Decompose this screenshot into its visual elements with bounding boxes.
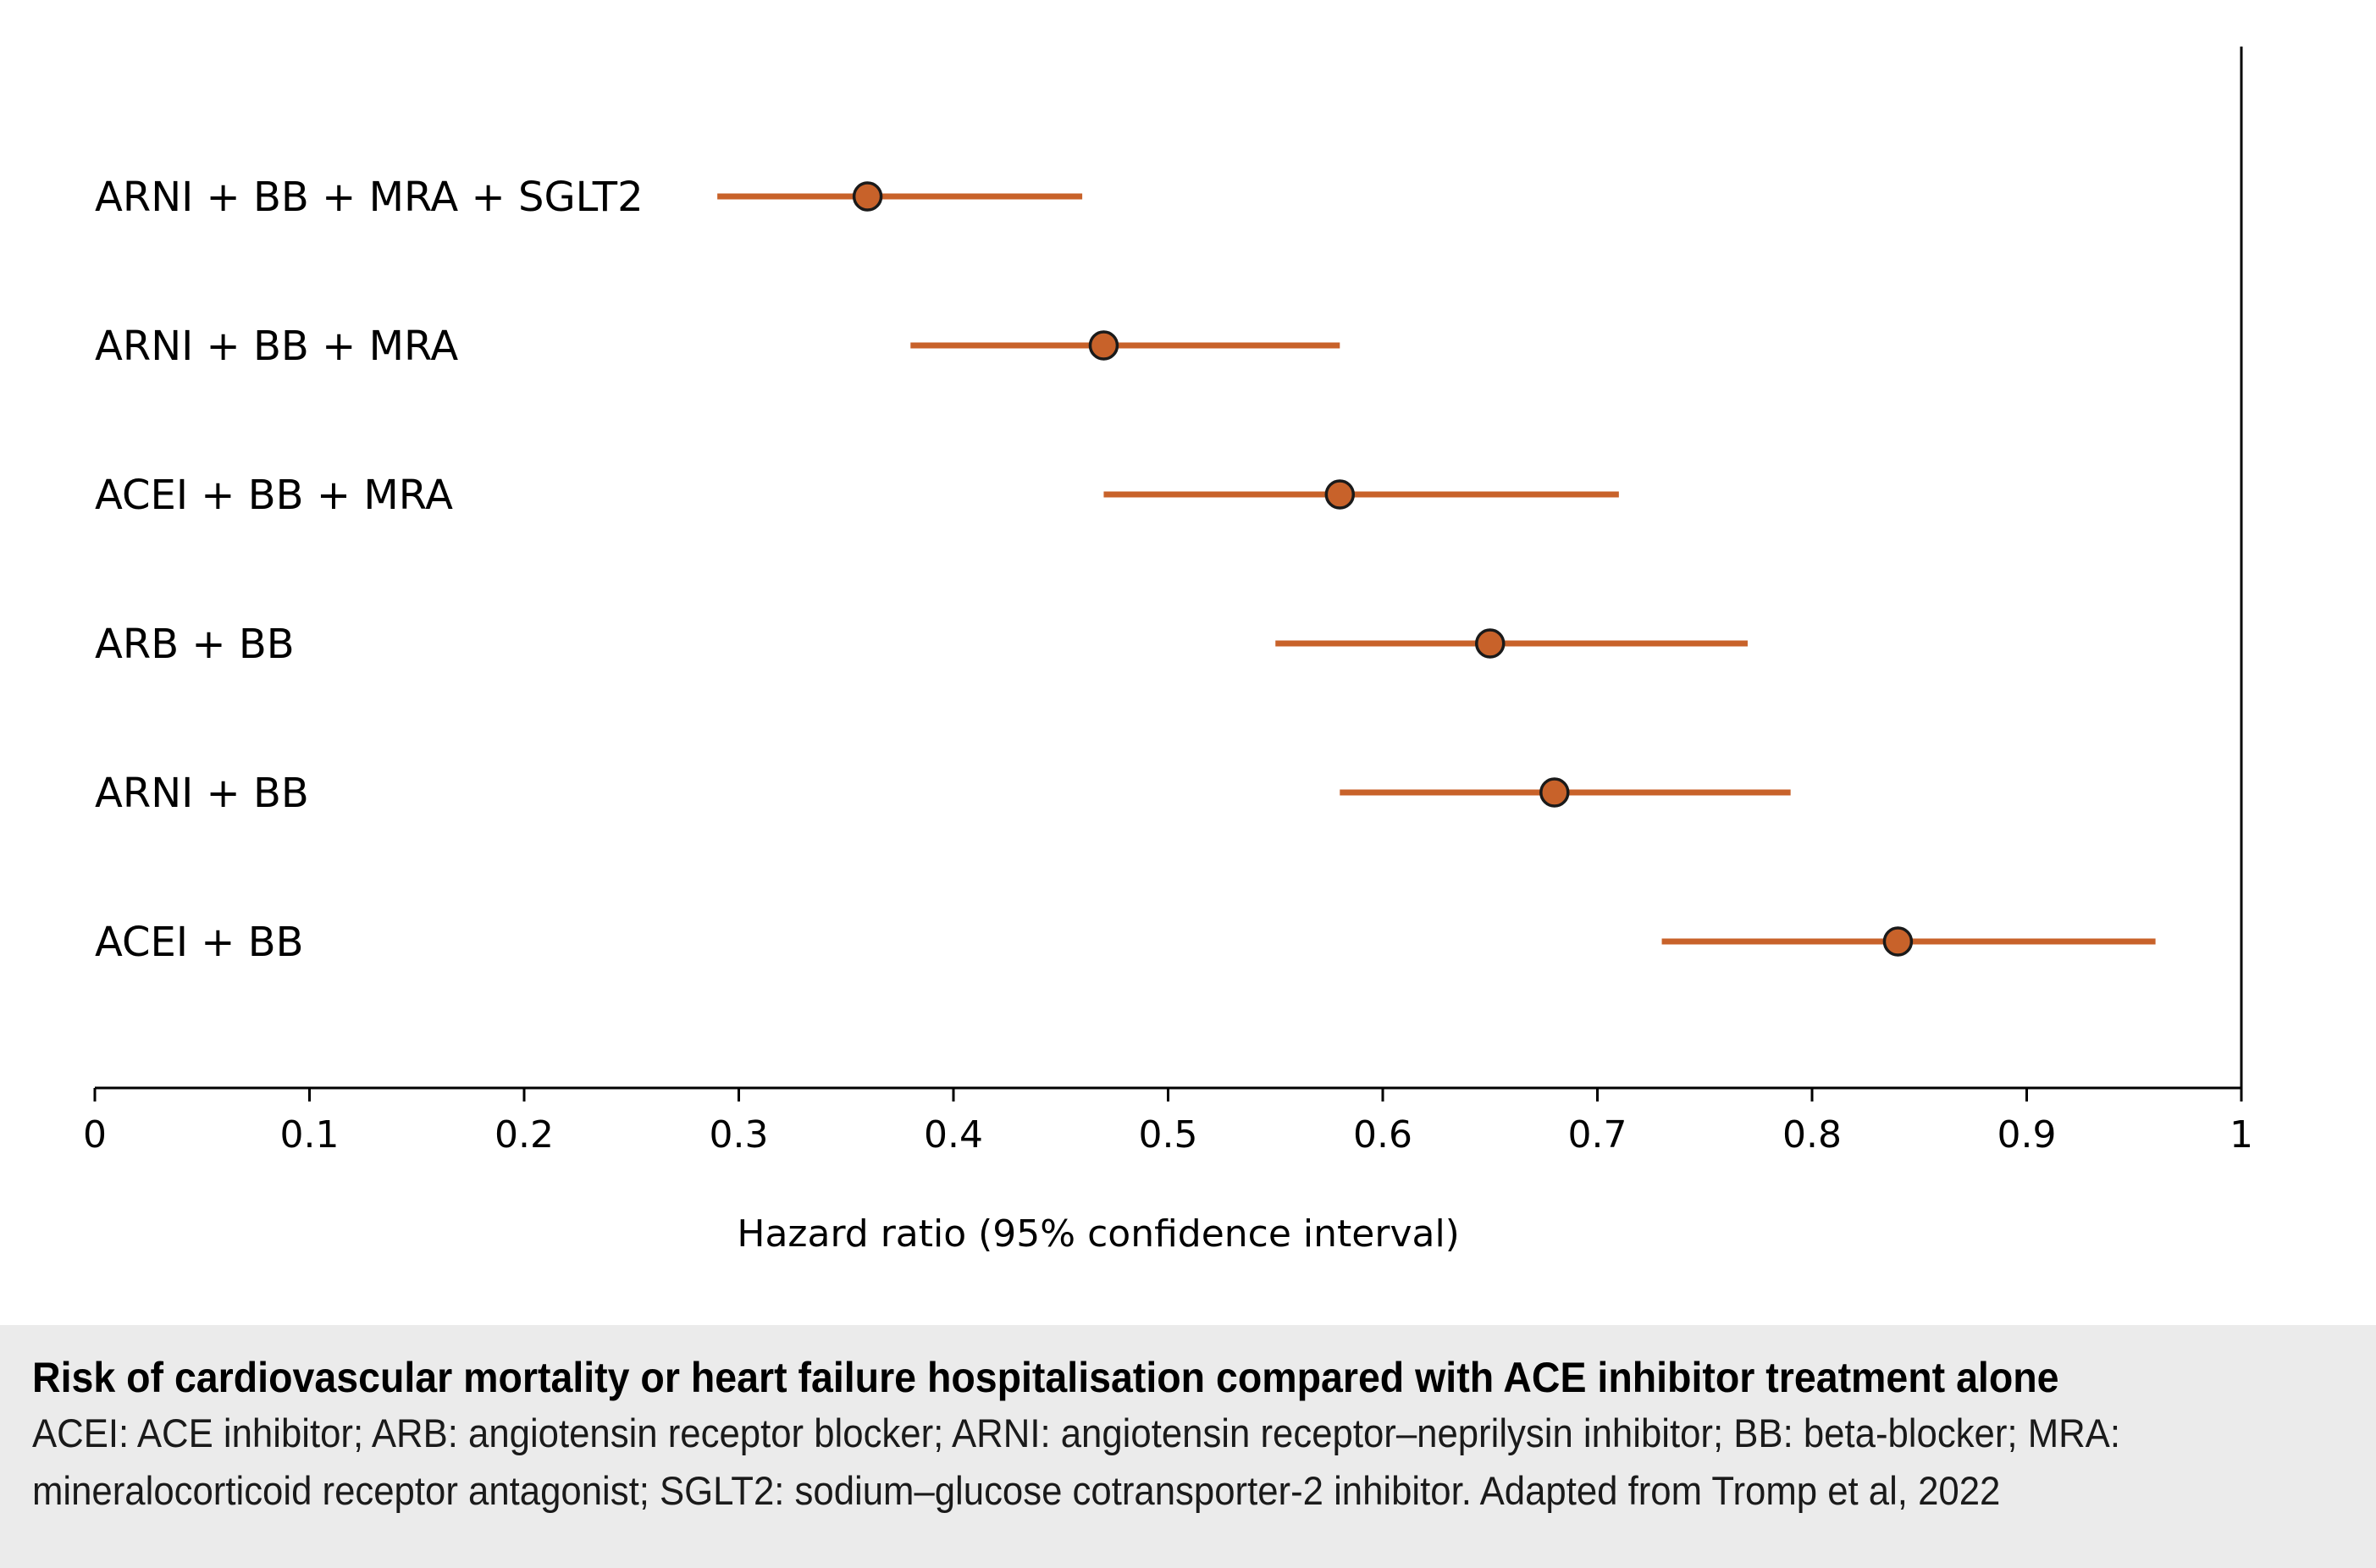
hr-point bbox=[1882, 926, 1914, 957]
category-label: ARNI + BB + MRA bbox=[95, 323, 458, 370]
x-tick-label: 0.1 bbox=[280, 1113, 340, 1157]
caption-line-2: mineralocorticoid receptor antagonist; S… bbox=[32, 1468, 2001, 1513]
category-label: ARNI + BB bbox=[95, 770, 309, 817]
caption-body: ACEI: ACE inhibitor; ARB: angiotensin re… bbox=[32, 1405, 2316, 1520]
category-labels: ARNI + BB + MRA + SGLT2 ARNI + BB + MRA AC… bbox=[95, 174, 644, 966]
hr-point bbox=[1088, 330, 1119, 361]
caption-title: Risk of cardiovascular mortality or hear… bbox=[32, 1354, 2059, 1401]
x-tick-label: 0.4 bbox=[924, 1113, 983, 1157]
category-label: ACEI + BB + MRA bbox=[95, 472, 453, 519]
x-tick-label: 0.2 bbox=[495, 1113, 554, 1157]
hr-point bbox=[1539, 777, 1570, 808]
x-tick-label: 0.8 bbox=[1782, 1113, 1842, 1157]
caption-line-1: ACEI: ACE inhibitor; ARB: angiotensin re… bbox=[32, 1411, 2120, 1455]
data-marks bbox=[717, 181, 2156, 957]
x-tick-label: 0.3 bbox=[710, 1113, 769, 1157]
x-tick-label: 0.9 bbox=[1997, 1113, 2057, 1157]
hr-point bbox=[1324, 479, 1356, 510]
x-tick-label: 0.6 bbox=[1353, 1113, 1412, 1157]
category-label: ARB + BB bbox=[95, 621, 295, 668]
x-ticks: 0 0.1 0.2 0.3 0.4 0.5 0.6 0.7 0.8 0.9 1 bbox=[83, 1088, 2253, 1157]
chart-area: 0 0.1 0.2 0.3 0.4 0.5 0.6 0.7 0.8 0.9 1 ARNI + BB … bbox=[83, 47, 2253, 1256]
hr-point bbox=[1475, 628, 1506, 659]
x-axis-title: Hazard ratio (95% confidence interval) bbox=[737, 1212, 1460, 1256]
x-tick-label: 0.5 bbox=[1139, 1113, 1198, 1157]
x-tick-label: 0.7 bbox=[1568, 1113, 1627, 1157]
category-label: ACEI + BB bbox=[95, 919, 304, 966]
forest-plot: 0 0.1 0.2 0.3 0.4 0.5 0.6 0.7 0.8 0.9 1 ARNI + BB … bbox=[83, 47, 2253, 1256]
x-tick-label: 0 bbox=[83, 1113, 107, 1157]
category-label: ARNI + BB + MRA + SGLT2 bbox=[95, 174, 644, 221]
figure-caption: Risk of cardiovascular mortality or hear… bbox=[0, 1325, 2376, 1568]
hr-point bbox=[852, 181, 883, 212]
x-tick-label: 1 bbox=[2230, 1113, 2253, 1157]
